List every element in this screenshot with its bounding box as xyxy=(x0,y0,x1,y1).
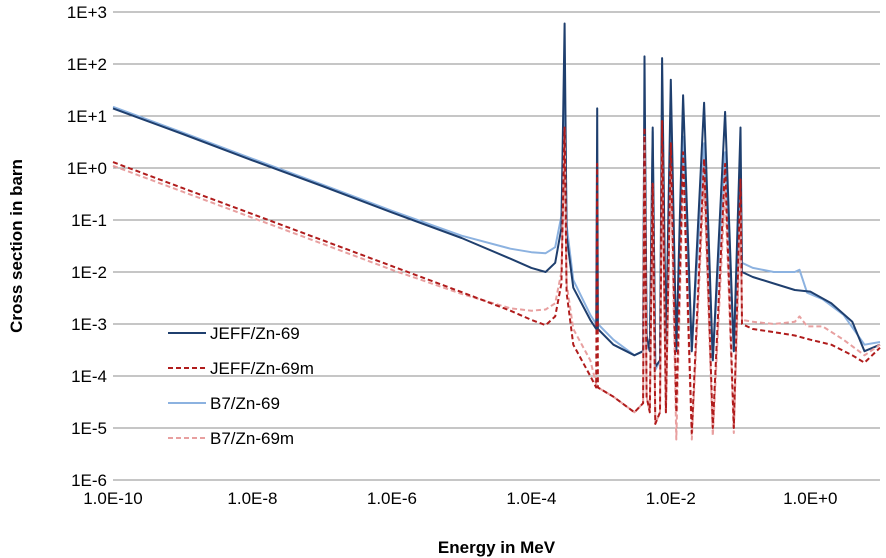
x-axis-title: Energy in MeV xyxy=(438,538,556,557)
legend-label: JEFF/Zn-69 xyxy=(210,324,300,343)
x-tick-label: 1.0E-2 xyxy=(646,489,696,508)
series-line-3 xyxy=(112,126,881,441)
y-tick-label: 1E-2 xyxy=(71,263,107,282)
y-tick-label: 1E-5 xyxy=(71,419,107,438)
x-tick-labels: 1.0E-10 1.0E-8 1.0E-6 1.0E-4 1.0E-2 1.0E+0 xyxy=(83,489,837,508)
y-tick-label: 1E+3 xyxy=(67,3,107,22)
x-tick-label: 1.0E-4 xyxy=(506,489,556,508)
legend-label: B7/Zn-69m xyxy=(210,429,294,448)
series-lines xyxy=(112,22,881,441)
x-tick-label: 1.0E-10 xyxy=(83,489,143,508)
y-tick-label: 1E-6 xyxy=(71,471,107,490)
y-tick-label: 1E-4 xyxy=(71,367,107,386)
y-axis-title: Cross section in barn xyxy=(7,159,26,333)
y-tick-label: 1E+2 xyxy=(67,55,107,74)
x-tick-label: 1.0E+0 xyxy=(783,489,837,508)
x-tick-label: 1.0E-6 xyxy=(367,489,417,508)
y-tick-label: 1E+1 xyxy=(67,107,107,126)
y-tick-label: 1E-3 xyxy=(71,315,107,334)
series-line-1 xyxy=(112,120,881,434)
legend: JEFF/Zn-69 JEFF/Zn-69m B7/Zn-69 B7/Zn-69m xyxy=(168,324,314,448)
x-tick-label: 1.0E-8 xyxy=(227,489,277,508)
y-tick-labels: 1E-6 1E-5 1E-4 1E-3 1E-2 1E-1 1E+0 1E+1 1E+2 1E+3 xyxy=(67,3,107,490)
gridlines xyxy=(113,11,880,429)
legend-label: B7/Zn-69 xyxy=(210,394,280,413)
series-line-0 xyxy=(112,22,881,368)
y-tick-label: 1E+0 xyxy=(67,159,107,178)
legend-label: JEFF/Zn-69m xyxy=(210,359,314,378)
y-tick-label: 1E-1 xyxy=(71,211,107,230)
